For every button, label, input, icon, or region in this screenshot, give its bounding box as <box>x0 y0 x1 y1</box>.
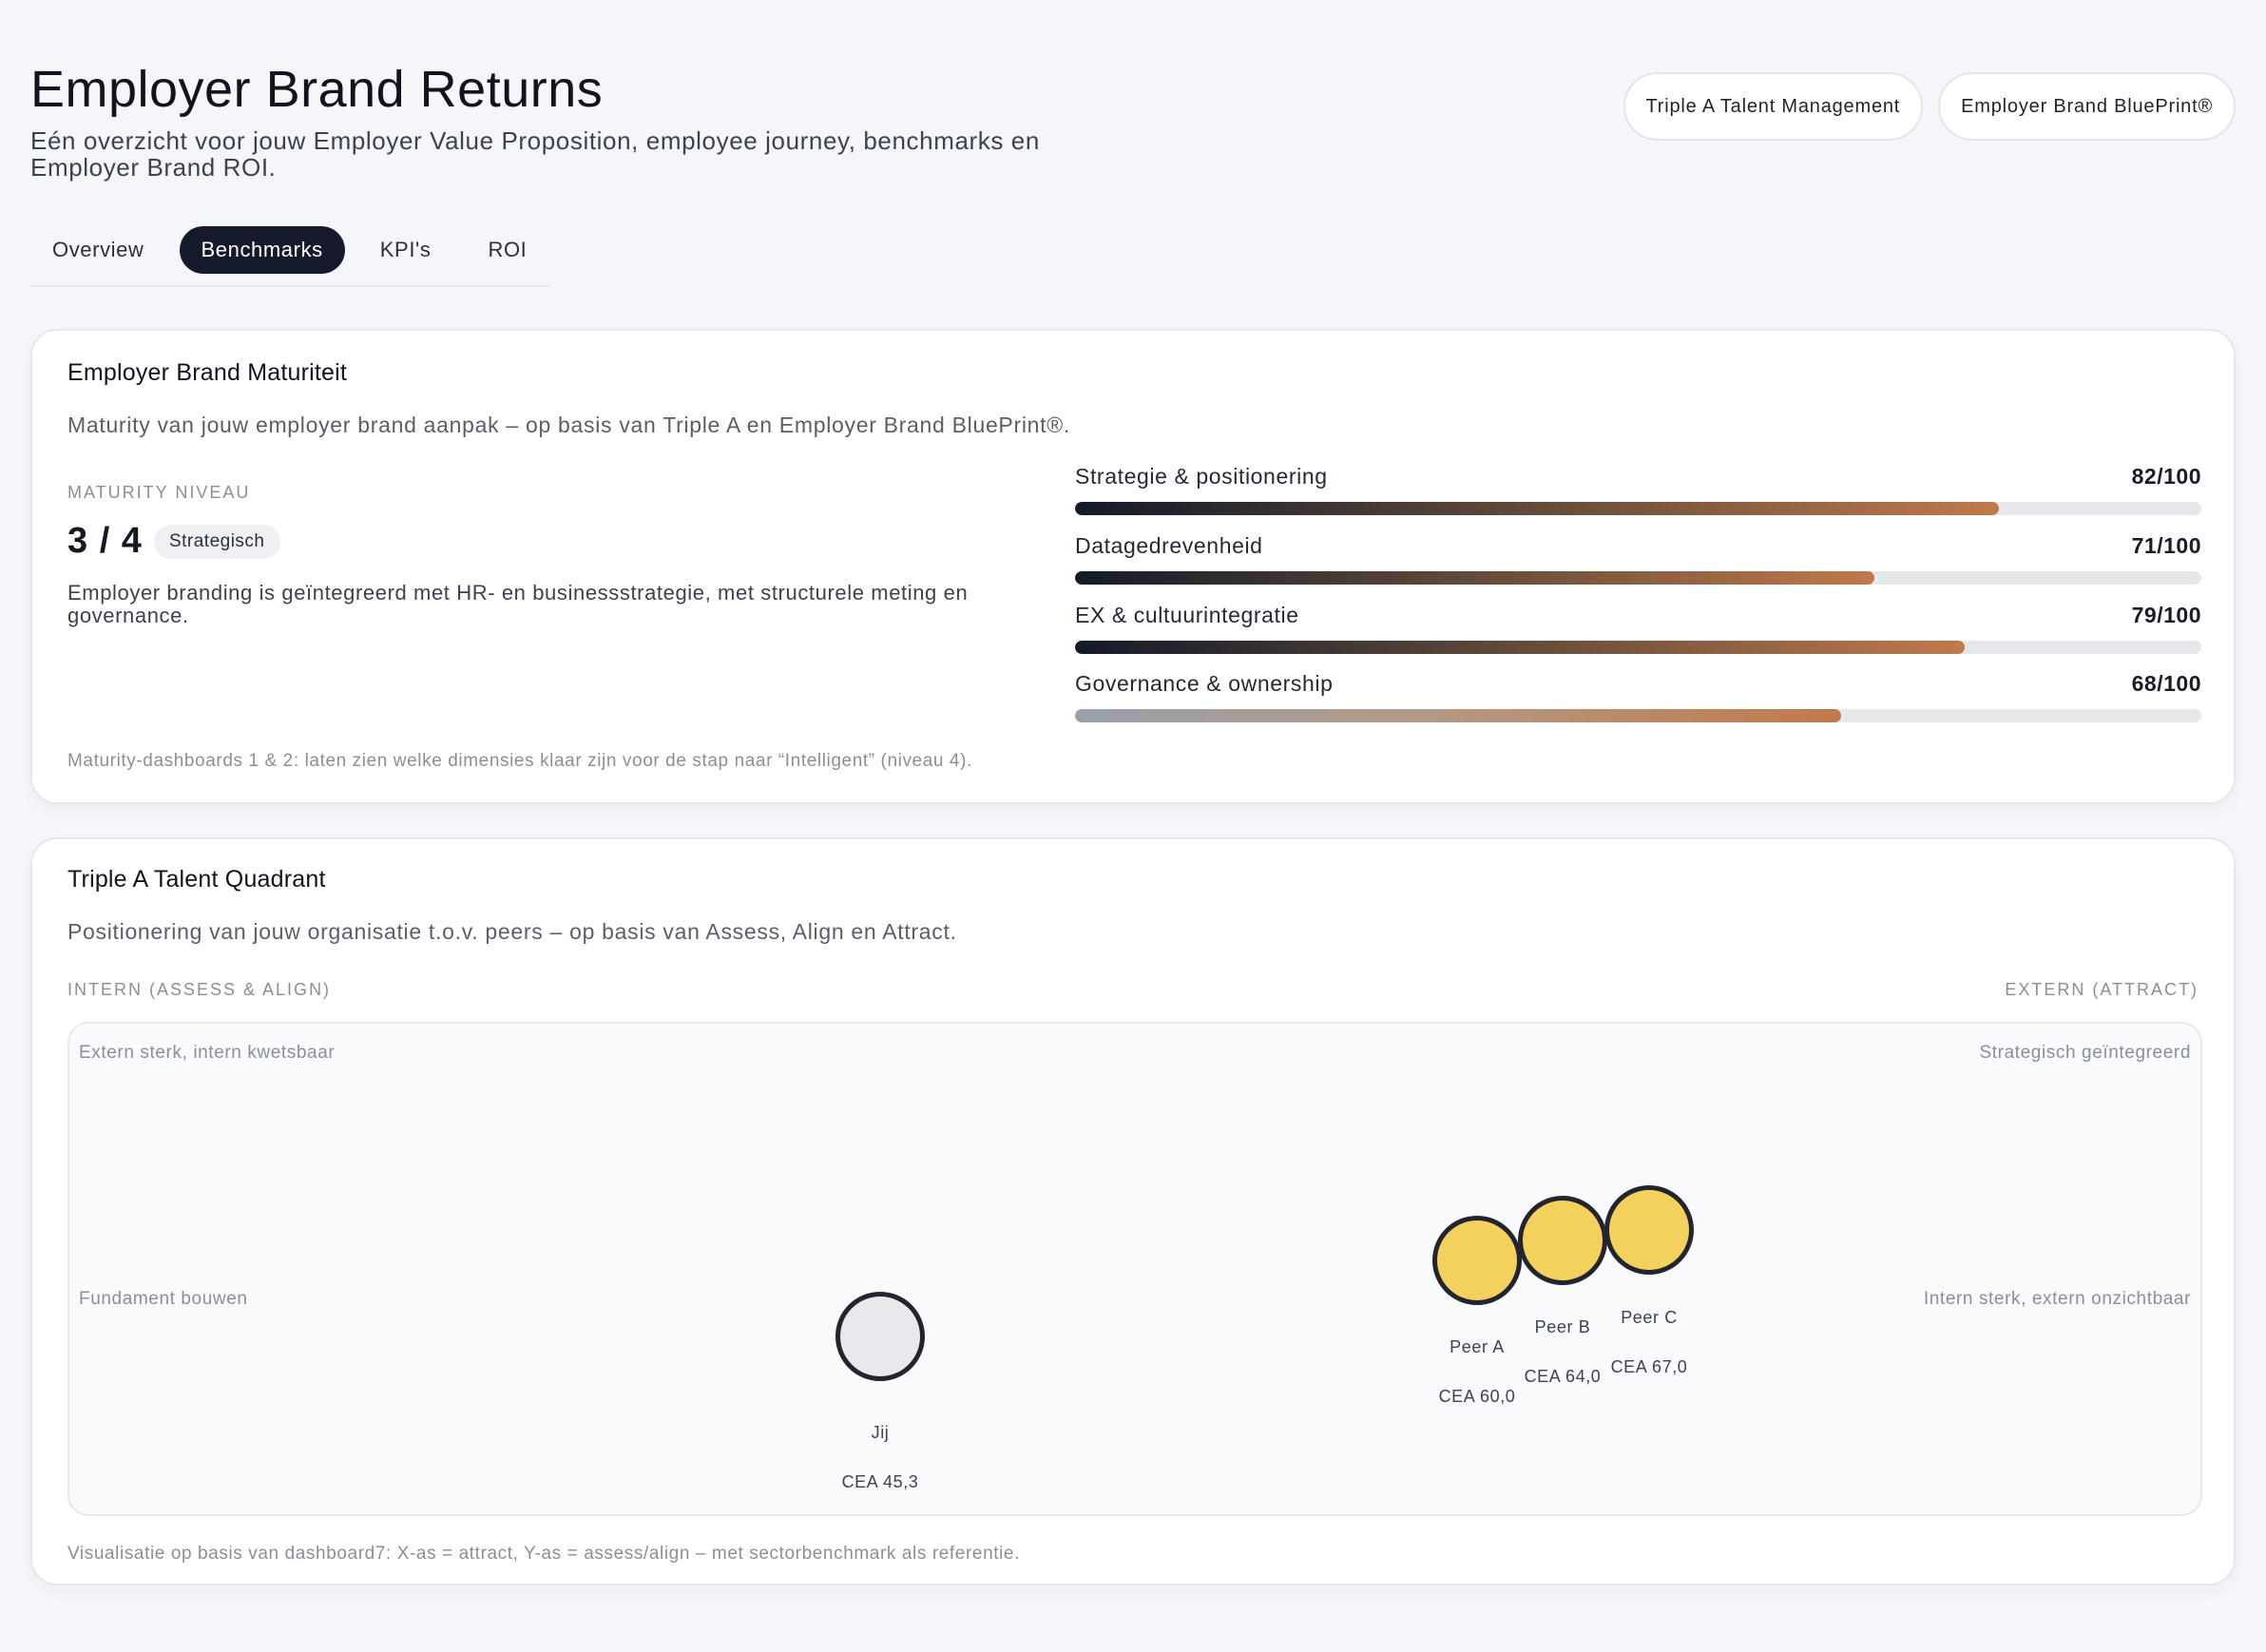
metric-label: Strategie & positionering <box>1075 464 1328 489</box>
metric-track <box>1075 571 2201 585</box>
metric-ex-cultuur: EX & cultuurintegratie 79/100 <box>1075 603 2201 669</box>
maturity-level-badge: Strategisch <box>153 524 280 559</box>
chip-blueprint[interactable]: Employer Brand BluePrint® <box>1938 72 2236 141</box>
maturity-level-label: MATURITY NIVEAU <box>67 483 251 502</box>
tab-benchmarks[interactable]: Benchmarks <box>179 226 345 274</box>
metric-value: 71/100 <box>2131 533 2201 558</box>
bubble-peer-a[interactable] <box>1432 1216 1522 1305</box>
metric-strategie: Strategie & positionering 82/100 <box>1075 464 2201 530</box>
quadrant-plot: Extern sterk, intern kwetsbaar Strategis… <box>67 1022 2202 1516</box>
tab-roi[interactable]: ROI <box>488 238 528 261</box>
quadrant-card: Triple A Talent Quadrant Positionering v… <box>30 837 2236 1585</box>
metric-value: 82/100 <box>2131 464 2201 489</box>
metric-datagedrevenheid: Datagedrevenheid 71/100 <box>1075 533 2201 600</box>
bubble-jij[interactable] <box>835 1292 925 1381</box>
page-title: Employer Brand Returns <box>30 61 604 118</box>
maturity-title: Employer Brand Maturiteit <box>67 359 348 386</box>
bubble-cea-jij: CEA 45,3 <box>841 1472 919 1491</box>
metric-track <box>1075 641 2201 654</box>
metric-label: EX & cultuurintegratie <box>1075 603 1299 627</box>
tab-kpis[interactable]: KPI's <box>379 238 432 261</box>
maturity-description: Maturity van jouw employer brand aanpak … <box>67 413 1070 437</box>
header-chips: Triple A Talent Management Employer Bran… <box>1623 72 2236 141</box>
metric-fill <box>1075 571 1875 585</box>
bubble-label-peer-c: Peer C <box>1621 1308 1678 1327</box>
maturity-footnote: Maturity-dashboards 1 & 2: laten zien we… <box>67 751 972 771</box>
metric-label: Datagedrevenheid <box>1075 533 1263 558</box>
tab-bar: Overview Benchmarks KPI's ROI <box>30 226 548 287</box>
axis-label-intern: INTERN (ASSESS & ALIGN) <box>67 980 332 999</box>
metric-label: Governance & ownership <box>1075 671 1334 696</box>
metric-value: 79/100 <box>2131 603 2201 627</box>
maturity-level-value: 3 / 4 <box>67 521 143 561</box>
quadrant-title: Triple A Talent Quadrant <box>67 866 326 893</box>
quadrant-label-mid-left: Fundament bouwen <box>79 1289 248 1309</box>
metric-fill <box>1075 709 1841 722</box>
page-subtitle: Eén overzicht voor jouw Employer Value P… <box>30 126 1040 182</box>
bubble-peer-b[interactable] <box>1518 1196 1607 1285</box>
bubble-label-peer-a: Peer A <box>1450 1337 1505 1356</box>
bubble-peer-c[interactable] <box>1604 1185 1694 1275</box>
metric-track <box>1075 709 2201 722</box>
bubble-label-peer-b: Peer B <box>1534 1317 1591 1336</box>
axis-label-extern: EXTERN (ATTRACT) <box>2005 980 2199 999</box>
maturity-level: 3 / 4 Strategisch <box>67 521 280 562</box>
quadrant-label-mid-right: Intern sterk, extern onzichtbaar <box>1923 1289 2191 1309</box>
quadrant-label-top-left: Extern sterk, intern kwetsbaar <box>79 1043 336 1063</box>
page-header: Employer Brand Returns Eén overzicht voo… <box>30 57 1171 181</box>
metric-governance: Governance & ownership 68/100 <box>1075 671 2201 738</box>
maturity-level-description: Employer branding is geïntegreerd met HR… <box>67 581 969 627</box>
bubble-cea-peer-c: CEA 67,0 <box>1610 1357 1688 1376</box>
chip-triple-a[interactable]: Triple A Talent Management <box>1623 72 1924 141</box>
metric-value: 68/100 <box>2131 671 2201 696</box>
metric-track <box>1075 502 2201 515</box>
maturity-card: Employer Brand Maturiteit Maturity van j… <box>30 329 2236 804</box>
quadrant-description: Positionering van jouw organisatie t.o.v… <box>67 919 957 944</box>
metric-fill <box>1075 502 1999 515</box>
bubble-cea-peer-a: CEA 60,0 <box>1438 1387 1516 1406</box>
quadrant-footnote: Visualisatie op basis van dashboard7: X-… <box>67 1544 1020 1564</box>
bubble-label-jij: Jij <box>871 1423 890 1442</box>
quadrant-label-top-right: Strategisch geïntegreerd <box>1979 1043 2191 1063</box>
metric-fill <box>1075 641 1966 654</box>
tab-overview[interactable]: Overview <box>52 238 144 261</box>
bubble-cea-peer-b: CEA 64,0 <box>1524 1367 1602 1386</box>
